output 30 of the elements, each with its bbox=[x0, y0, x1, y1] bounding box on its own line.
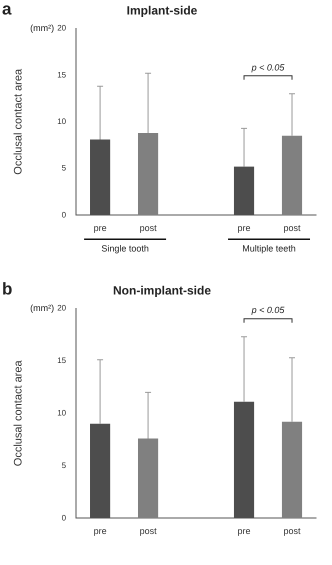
text: b bbox=[2, 280, 12, 299]
y-axis-title: Occlusal contact area bbox=[12, 68, 25, 175]
annotation: p < 0.05 bbox=[250, 305, 286, 316]
y-tick-label: 20 bbox=[57, 24, 67, 33]
chart-title: Implant-side bbox=[126, 4, 198, 18]
x-tick-label: post bbox=[140, 526, 158, 536]
y-tick-label: 0 bbox=[62, 210, 67, 220]
x-tick-label: pre bbox=[238, 526, 251, 536]
y-tick-label: 15 bbox=[57, 356, 67, 366]
y-axis-title: Occlusal contact area bbox=[12, 360, 25, 466]
x-tick-label: post bbox=[284, 223, 302, 234]
text: Multiple teeth bbox=[242, 244, 296, 254]
text: Single tooth bbox=[101, 244, 149, 254]
text: (mm²) bbox=[30, 302, 54, 313]
y-tick-label: 0 bbox=[62, 513, 67, 522]
chart-title: Non-implant-side bbox=[113, 284, 212, 298]
text: a bbox=[2, 0, 12, 19]
y-tick-label: 20 bbox=[57, 304, 67, 313]
text: (mm²) bbox=[30, 22, 54, 33]
x-tick-label: pre bbox=[94, 526, 107, 536]
y-tick-label: 10 bbox=[57, 117, 67, 126]
y-tick-label: 15 bbox=[57, 70, 67, 80]
y-tick-label: 5 bbox=[62, 164, 67, 173]
y-tick-label: 5 bbox=[62, 460, 67, 470]
x-tick-label: post bbox=[140, 223, 158, 234]
x-tick-label: pre bbox=[94, 223, 107, 234]
x-tick-label: pre bbox=[238, 223, 251, 234]
x-tick-label: post bbox=[284, 526, 302, 536]
annotation: p < 0.05 bbox=[250, 62, 286, 72]
y-tick-label: 10 bbox=[57, 408, 67, 418]
